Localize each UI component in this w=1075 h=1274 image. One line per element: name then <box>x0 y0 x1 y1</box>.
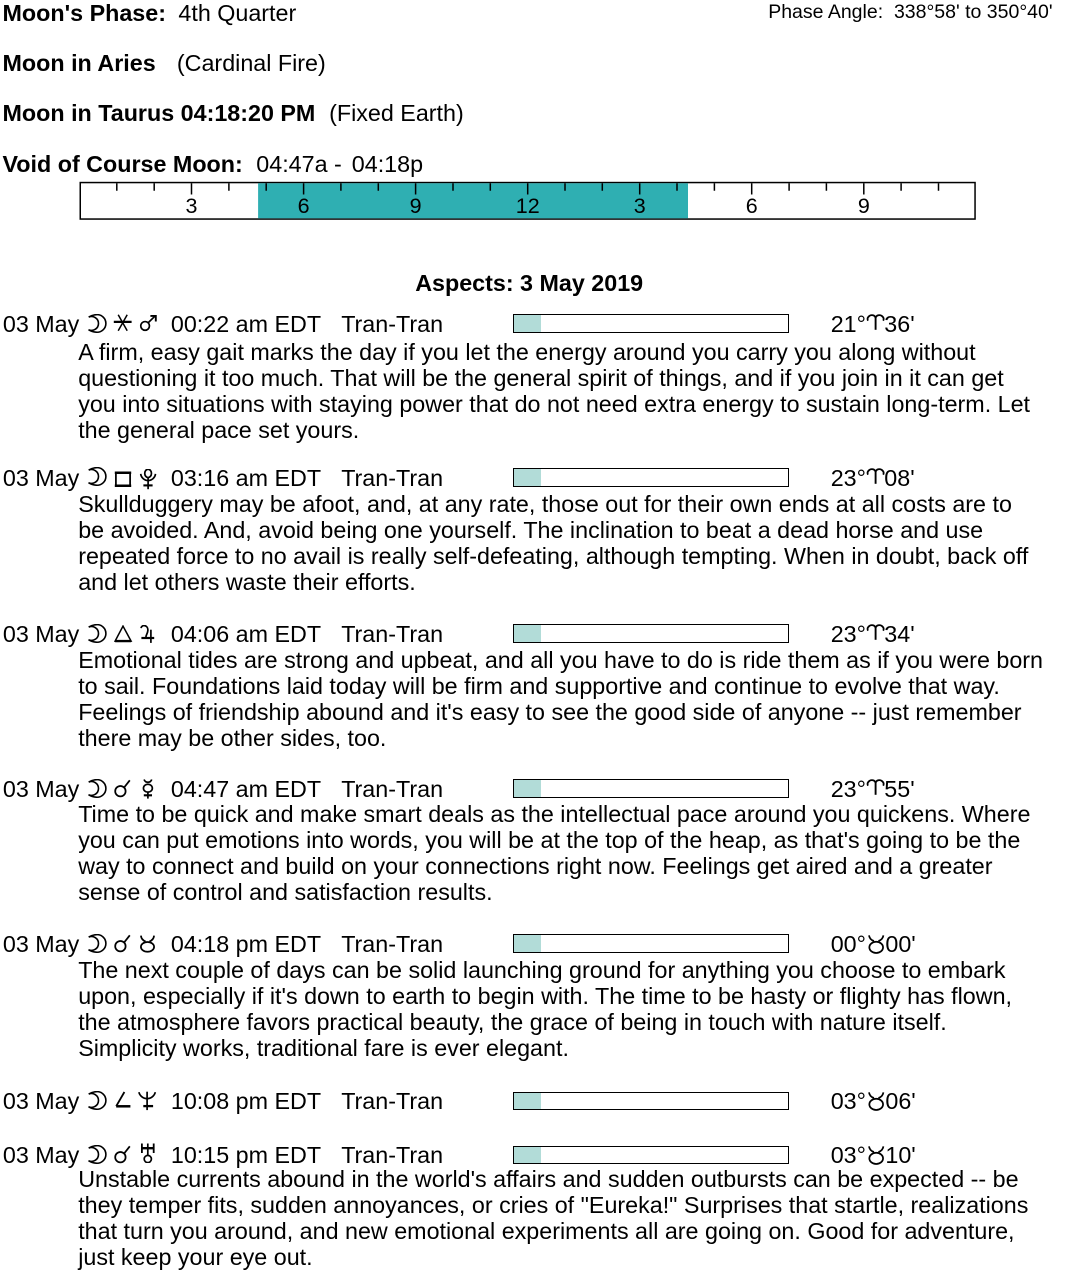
svg-text:6: 6 <box>745 194 757 218</box>
svg-text:9: 9 <box>857 194 869 218</box>
svg-text:9: 9 <box>409 194 421 218</box>
svg-text:12: 12 <box>515 194 539 218</box>
svg-text:6: 6 <box>297 194 309 218</box>
svg-text:3: 3 <box>633 194 645 218</box>
svg-text:3: 3 <box>185 194 197 218</box>
